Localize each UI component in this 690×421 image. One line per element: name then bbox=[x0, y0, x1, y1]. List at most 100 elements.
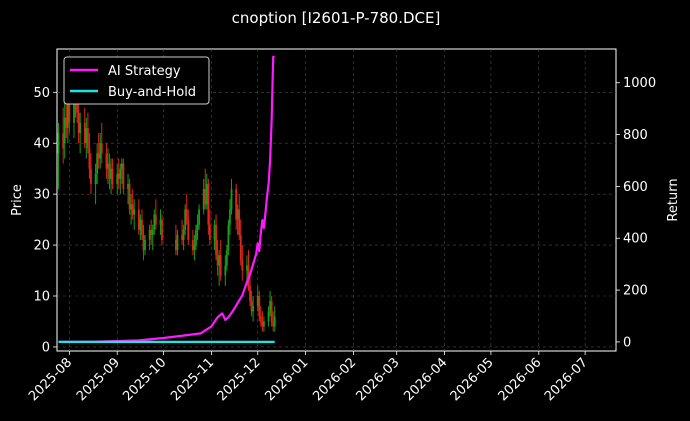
x-tick-label: 2025-09 bbox=[74, 355, 123, 404]
candle-body bbox=[270, 301, 273, 322]
candle-body bbox=[261, 321, 264, 327]
candle-body bbox=[263, 321, 265, 327]
candle-body bbox=[100, 143, 103, 154]
ai-strategy-line bbox=[58, 55, 275, 343]
legend-box bbox=[63, 56, 210, 105]
candle-body bbox=[219, 255, 222, 276]
y-tick-label-right: 400 bbox=[623, 232, 648, 247]
candle-body bbox=[150, 229, 153, 235]
y-tick-label-left: 10 bbox=[33, 289, 50, 304]
candle-body bbox=[68, 97, 71, 123]
candle-body bbox=[99, 143, 102, 159]
x-tick-label: 2025-10 bbox=[120, 355, 169, 404]
candle-body bbox=[65, 117, 68, 128]
candle-body bbox=[252, 306, 255, 312]
candle-body bbox=[182, 229, 185, 240]
candle-body bbox=[96, 153, 99, 174]
candle-body bbox=[175, 239, 177, 251]
candle-body bbox=[133, 209, 136, 215]
candle-body bbox=[144, 239, 146, 251]
y-tick-label-left: 20 bbox=[33, 239, 50, 254]
candle-body bbox=[85, 127, 88, 144]
x-tick-label: 2026-05 bbox=[448, 355, 497, 404]
candle-body bbox=[193, 245, 196, 251]
candle-body bbox=[62, 133, 65, 149]
candle-body bbox=[259, 316, 262, 322]
candle-body bbox=[137, 209, 140, 230]
candle-body bbox=[128, 183, 131, 210]
candle-body bbox=[111, 168, 114, 184]
candle-body bbox=[236, 209, 239, 220]
candle-body bbox=[195, 229, 197, 246]
candle-body bbox=[119, 168, 122, 179]
candle-body bbox=[267, 311, 270, 322]
candle-body bbox=[256, 295, 259, 307]
candle-body bbox=[63, 117, 66, 144]
candle-body bbox=[191, 239, 194, 251]
candle-body bbox=[187, 219, 190, 240]
candle-body bbox=[269, 301, 271, 312]
candle-body bbox=[241, 260, 244, 271]
candle-body bbox=[159, 219, 162, 225]
x-tick-label: 2026-04 bbox=[401, 355, 450, 404]
candle-body bbox=[185, 209, 188, 220]
candle-body bbox=[224, 265, 227, 276]
candle-body bbox=[205, 183, 208, 205]
candle-body bbox=[215, 224, 217, 256]
candle-body bbox=[213, 224, 216, 240]
candle-body bbox=[127, 183, 129, 190]
y-tick-label-right: 600 bbox=[623, 180, 648, 195]
candle-body bbox=[202, 189, 205, 210]
y-axis-label-right: Return bbox=[666, 178, 681, 221]
candle-body bbox=[176, 234, 179, 251]
candle-body bbox=[273, 316, 276, 327]
chart-title: cnoption [I2601-P-780.DCE] bbox=[232, 9, 441, 27]
candle-body bbox=[153, 214, 156, 230]
y-tick-label-right: 1000 bbox=[623, 76, 656, 91]
candle-body bbox=[66, 97, 69, 128]
candle-body bbox=[216, 255, 219, 266]
y-tick-label-right: 0 bbox=[623, 335, 631, 350]
candle-body bbox=[161, 219, 163, 240]
x-tick-label: 2025-11 bbox=[168, 355, 217, 404]
candle-body bbox=[79, 122, 82, 134]
candle-body bbox=[120, 163, 123, 169]
candle-body bbox=[230, 189, 233, 210]
candle-body bbox=[151, 229, 154, 235]
x-tick-label: 2026-03 bbox=[354, 355, 403, 404]
candle-body bbox=[154, 214, 157, 225]
x-tick-label: 2026-01 bbox=[262, 355, 311, 404]
candle-body bbox=[272, 321, 275, 327]
candle-body bbox=[227, 224, 230, 251]
y-tick-label-right: 200 bbox=[623, 284, 648, 299]
candle-body bbox=[73, 102, 75, 123]
candle-body bbox=[258, 295, 261, 317]
y-tick-label-left: 40 bbox=[33, 137, 50, 152]
x-tick-label: 2026-06 bbox=[496, 355, 545, 404]
candle-body bbox=[108, 163, 111, 179]
candle-body bbox=[97, 153, 100, 159]
candle-body bbox=[218, 255, 221, 266]
candle-body bbox=[94, 173, 97, 184]
x-tick-label: 2026-07 bbox=[542, 355, 591, 404]
candle-body bbox=[229, 209, 231, 225]
candle-body bbox=[184, 209, 187, 230]
candle-body bbox=[198, 209, 200, 225]
candle-body bbox=[225, 250, 228, 266]
candle-body bbox=[139, 219, 142, 230]
candle-body bbox=[141, 219, 143, 235]
candle-body bbox=[249, 285, 251, 302]
x-tick-label: 2025-08 bbox=[26, 355, 75, 404]
candle-body bbox=[88, 148, 91, 169]
y-axis-label-left: Price bbox=[10, 184, 25, 216]
candle-body bbox=[148, 229, 151, 240]
candle-body bbox=[117, 173, 120, 179]
candle-body bbox=[131, 204, 134, 215]
y-tick-label-left: 0 bbox=[42, 340, 50, 355]
candle-body bbox=[142, 234, 145, 251]
x-tick-label: 2025-12 bbox=[215, 355, 264, 404]
candle-body bbox=[116, 173, 119, 184]
candle-body bbox=[57, 133, 60, 154]
